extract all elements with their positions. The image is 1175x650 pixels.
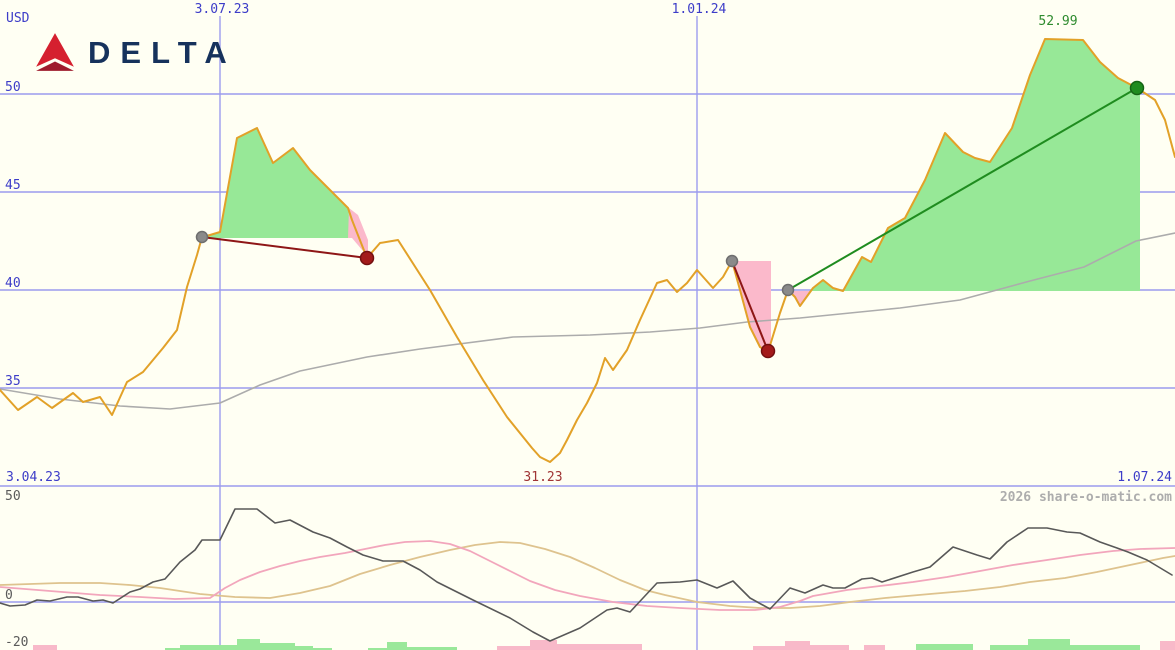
price-tick-label: 45 [5,178,21,193]
indicator-tick-label: 0 [5,588,13,603]
oscillator-tan-line [0,541,1175,609]
volume-bar-up [260,643,295,650]
volume-bar-up [407,647,457,650]
volume-bar-down [557,644,642,650]
volume-bar-up [916,644,973,650]
volume-bar-down [810,645,849,650]
brand-name: DELTA [88,34,237,70]
trade1-profit-fill [202,128,352,238]
volume-bar-up [237,639,260,650]
volume-bar-down [530,640,557,650]
volume-bar-down [497,646,530,650]
range-date-label: 3.04.23 [6,470,61,485]
trade2-loss-fill [733,261,771,352]
volume-bar-up [165,648,180,650]
volume-bar-down [33,645,57,650]
price-tick-label: 40 [5,276,21,291]
volume-bar-up [990,645,1028,650]
price-tick-label: 35 [5,374,21,389]
volume-bar-up [1070,645,1140,650]
trade1-line [201,236,368,259]
volume-bar-up [1028,639,1070,650]
peak-price-annotation: 52.99 [1038,14,1077,29]
indicator-tick-label: 50 [5,489,21,504]
volume-bar-up [295,646,313,650]
currency-label: USD [6,11,30,26]
delta-widget-icon [36,33,74,71]
delta-widget-bottom [36,61,74,71]
volume-bar-up [368,648,387,650]
moving-average-line [0,232,1175,410]
volume-bar-down [1160,641,1175,650]
trade-exit-dot [1129,80,1145,96]
trade-exit-dot [760,343,776,359]
trade-entry-dot [781,283,795,297]
trade3-profit-fill [812,39,1140,291]
date-gridline-label: 1.01.24 [672,2,727,17]
range-date-label: 1.07.24 [1117,470,1172,485]
volume-bar-down [864,645,885,650]
volume-bar-up [180,645,237,650]
indicator-tick-label: -20 [5,635,28,650]
volume-bar-down [753,646,785,650]
trade-entry-dot [725,254,739,268]
trade-entry-dot [195,230,209,244]
volume-bar-up [387,642,407,650]
volume-bar-up [313,648,332,650]
date-gridline-label: 3.07.23 [195,2,250,17]
volume-bar-down [785,641,810,650]
watermark-label: 2026 share-o-matic.com [1000,490,1172,505]
oscillator-black-line [0,508,1173,642]
low-price-annotation: 31.23 [523,470,562,485]
trade2-line [731,260,769,352]
delta-widget-top [36,33,74,67]
oscillator-pink-line [0,540,1175,611]
delta-logo: DELTA [34,33,237,71]
trade-exit-dot [359,250,375,266]
price-tick-label: 50 [5,80,21,95]
trade3-line [787,87,1138,291]
trade3-loss-fill [789,291,812,306]
